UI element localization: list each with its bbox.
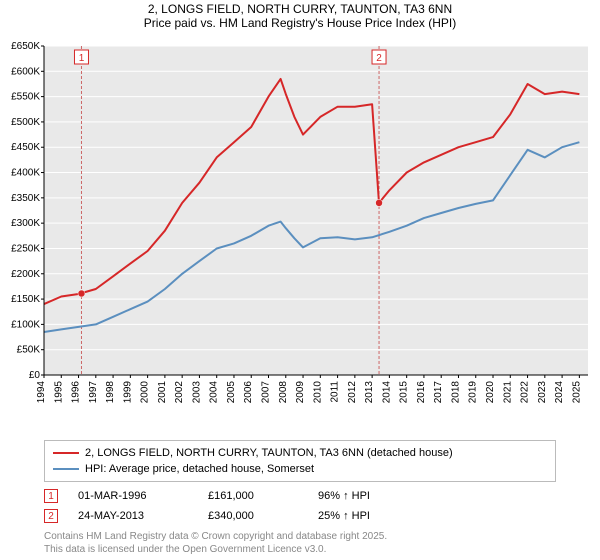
svg-text:2025: 2025: [571, 381, 582, 404]
svg-text:2000: 2000: [140, 381, 151, 404]
footer-line2: This data is licensed under the Open Gov…: [44, 543, 556, 556]
data-point-date-1: 01-MAR-1996: [78, 490, 188, 502]
svg-text:2: 2: [376, 53, 382, 64]
svg-text:1996: 1996: [71, 381, 82, 404]
svg-text:1998: 1998: [105, 381, 116, 404]
svg-text:£0: £0: [29, 370, 41, 381]
svg-text:2018: 2018: [450, 381, 461, 404]
chart-area: £0 £50K £100K £150K £200K £250K £300K £350K £400…: [0, 30, 600, 438]
svg-text:2022: 2022: [520, 381, 531, 404]
legend: 2, LONGS FIELD, NORTH CURRY, TAUNTON, TA…: [44, 440, 556, 482]
svg-text:2009: 2009: [295, 381, 306, 404]
svg-text:2011: 2011: [330, 381, 341, 403]
data-point-price-1: £161,000: [208, 490, 298, 502]
legend-label-1: 2, LONGS FIELD, NORTH CURRY, TAUNTON, TA…: [85, 445, 453, 461]
svg-text:2006: 2006: [243, 381, 254, 404]
data-point-row-1: 1 01-MAR-1996 £161,000 96% ↑ HPI: [44, 486, 556, 506]
data-point-marker-1: 1: [44, 489, 58, 503]
svg-text:£650K: £650K: [11, 41, 40, 52]
svg-text:£250K: £250K: [11, 243, 40, 254]
svg-text:2002: 2002: [174, 381, 185, 404]
svg-text:£150K: £150K: [11, 294, 40, 305]
svg-text:2017: 2017: [433, 381, 444, 404]
svg-text:2004: 2004: [209, 381, 220, 404]
legend-item-1: 2, LONGS FIELD, NORTH CURRY, TAUNTON, TA…: [53, 445, 547, 461]
svg-text:1: 1: [79, 53, 85, 64]
footer: Contains HM Land Registry data © Crown c…: [44, 530, 556, 556]
svg-text:2013: 2013: [364, 381, 375, 404]
legend-label-2: HPI: Average price, detached house, Some…: [85, 461, 314, 477]
svg-text:1997: 1997: [88, 381, 99, 404]
svg-text:£50K: £50K: [17, 345, 41, 356]
svg-text:£500K: £500K: [11, 117, 40, 128]
svg-text:2007: 2007: [261, 381, 272, 404]
svg-text:2015: 2015: [399, 381, 410, 404]
data-point-marker-2: 2: [44, 509, 58, 523]
svg-text:2014: 2014: [381, 381, 392, 404]
legend-swatch-1: [53, 452, 79, 454]
svg-text:£200K: £200K: [11, 269, 40, 280]
svg-text:2012: 2012: [347, 381, 358, 404]
title-line1: 2, LONGS FIELD, NORTH CURRY, TAUNTON, TA…: [0, 2, 600, 16]
svg-text:£400K: £400K: [11, 168, 40, 179]
svg-text:£550K: £550K: [11, 92, 40, 103]
svg-text:£350K: £350K: [11, 193, 40, 204]
footer-line1: Contains HM Land Registry data © Crown c…: [44, 530, 556, 543]
svg-text:2008: 2008: [278, 381, 289, 404]
data-point-pct-1: 96% ↑ HPI: [318, 490, 418, 502]
chart-container: 2, LONGS FIELD, NORTH CURRY, TAUNTON, TA…: [0, 0, 600, 560]
svg-text:2001: 2001: [157, 381, 168, 404]
data-point-price-2: £340,000: [208, 510, 298, 522]
data-point-date-2: 24-MAY-2013: [78, 510, 188, 522]
svg-text:2016: 2016: [416, 381, 427, 404]
svg-text:2024: 2024: [554, 381, 565, 404]
legend-item-2: HPI: Average price, detached house, Some…: [53, 461, 547, 477]
svg-text:£600K: £600K: [11, 66, 40, 77]
svg-text:1995: 1995: [53, 381, 64, 404]
data-points: 1 01-MAR-1996 £161,000 96% ↑ HPI 2 24-MA…: [44, 486, 556, 526]
svg-text:£450K: £450K: [11, 142, 40, 153]
data-point-row-2: 2 24-MAY-2013 £340,000 25% ↑ HPI: [44, 506, 556, 526]
svg-text:2020: 2020: [485, 381, 496, 404]
svg-text:2010: 2010: [312, 381, 323, 404]
svg-text:2023: 2023: [537, 381, 548, 404]
svg-text:1994: 1994: [36, 381, 47, 404]
title-line2: Price paid vs. HM Land Registry's House …: [0, 16, 600, 30]
svg-text:2003: 2003: [191, 381, 202, 404]
svg-text:2005: 2005: [226, 381, 237, 404]
svg-text:£300K: £300K: [11, 218, 40, 229]
chart-titles: 2, LONGS FIELD, NORTH CURRY, TAUNTON, TA…: [0, 0, 600, 30]
svg-text:£100K: £100K: [11, 319, 40, 330]
svg-text:2019: 2019: [468, 381, 479, 404]
data-point-pct-2: 25% ↑ HPI: [318, 510, 418, 522]
line-chart-svg: £0 £50K £100K £150K £200K £250K £300K £350K £400…: [0, 30, 600, 415]
legend-swatch-2: [53, 468, 79, 470]
svg-text:1999: 1999: [122, 381, 133, 404]
svg-text:2021: 2021: [502, 381, 513, 404]
